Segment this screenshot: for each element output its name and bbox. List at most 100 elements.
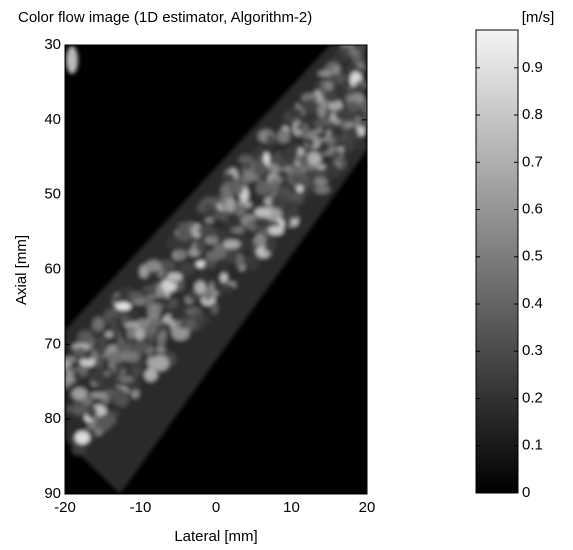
flow-blob — [108, 316, 117, 333]
chart-title: Color flow image (1D estimator, Algorith… — [18, 9, 312, 26]
flow-blob — [211, 302, 218, 315]
flow-blob — [186, 317, 197, 331]
flow-blob — [125, 341, 133, 354]
y-axis-label: Axial [mm] — [13, 235, 30, 305]
y-tick-label: 70 — [44, 335, 61, 352]
flow-blob — [290, 165, 305, 175]
flow-blob — [214, 243, 227, 260]
flow-blob — [357, 45, 362, 46]
flow-blob — [176, 227, 193, 242]
y-tick-label: 50 — [44, 186, 61, 203]
flow-blob — [277, 129, 291, 144]
colorbar-tick-label: 0.8 — [522, 106, 543, 123]
flow-blob — [151, 355, 169, 371]
x-tick-label: -10 — [130, 499, 152, 516]
flow-blob — [167, 272, 183, 281]
flow-blob — [250, 243, 257, 254]
flow-blob — [148, 318, 163, 328]
flow-blob — [257, 145, 264, 154]
flow-blob — [171, 326, 190, 341]
flow-blob — [71, 387, 88, 401]
flow-blob — [66, 46, 78, 74]
flow-image — [65, 45, 382, 494]
flow-blob — [119, 375, 134, 383]
flow-blob — [169, 312, 186, 322]
flow-blob — [291, 191, 303, 200]
flow-blob — [315, 131, 328, 140]
flow-blob — [359, 99, 367, 115]
flow-blob — [310, 168, 327, 178]
flow-blob — [99, 413, 116, 427]
flow-blob — [111, 371, 121, 378]
flow-blob — [206, 202, 213, 215]
flow-blob — [145, 325, 158, 336]
flow-blob — [107, 351, 123, 364]
flow-blob — [124, 350, 140, 363]
flow-blob — [116, 337, 127, 354]
flow-blob — [194, 310, 203, 320]
colorbar-tick-label: 0.3 — [522, 342, 543, 359]
flow-blob — [342, 147, 352, 162]
flow-blob — [302, 99, 319, 114]
flow-blob — [149, 302, 159, 317]
flow-blob — [177, 222, 195, 229]
colorbar-tick-label: 0.9 — [522, 59, 543, 76]
flow-blob — [242, 173, 259, 182]
flow-blob — [113, 393, 125, 404]
y-tick-label: 80 — [44, 410, 61, 427]
flow-blob — [90, 370, 105, 384]
flow-blob — [159, 259, 176, 271]
flow-blob — [367, 118, 382, 129]
colorbar-tick-label: 0 — [522, 484, 530, 501]
flow-blob — [254, 207, 273, 218]
x-tick-label: 0 — [212, 499, 220, 516]
flow-blob — [280, 118, 288, 126]
flow-blob — [341, 140, 352, 151]
flow-blob — [243, 254, 260, 271]
y-tick-label: 30 — [44, 36, 61, 53]
flow-blob — [79, 357, 98, 367]
flow-blob — [175, 249, 187, 261]
flow-blob — [352, 45, 367, 51]
flow-blob — [234, 203, 246, 217]
flow-blob — [218, 259, 230, 271]
flow-blob — [234, 236, 251, 252]
flow-blob — [301, 180, 317, 189]
flow-blob — [234, 183, 244, 195]
flow-blob — [144, 368, 158, 382]
flow-blob — [314, 119, 327, 127]
flow-blob — [145, 260, 162, 272]
flow-blob — [126, 310, 141, 317]
flow-blob — [270, 194, 288, 209]
flow-blob — [187, 290, 200, 301]
flow-blob — [127, 325, 135, 340]
flow-blob — [314, 185, 330, 194]
flow-blob — [260, 226, 271, 237]
flow-blob — [155, 346, 166, 354]
flow-blob — [92, 317, 105, 332]
y-tick-label: 40 — [44, 111, 61, 128]
flow-blob — [127, 291, 144, 300]
x-axis-label: Lateral [mm] — [174, 528, 257, 545]
flow-blob — [313, 177, 328, 186]
flow-blob — [255, 233, 265, 241]
flow-blob — [225, 197, 236, 213]
flow-blob — [120, 314, 128, 326]
flow-blob — [238, 154, 254, 164]
flow-blob — [115, 302, 132, 311]
flow-blob — [266, 133, 274, 148]
flow-blob — [179, 262, 197, 274]
flow-blob — [332, 65, 341, 75]
flow-blob — [93, 340, 101, 350]
flow-blob — [301, 122, 309, 137]
flow-blob — [119, 289, 129, 300]
flow-blob — [74, 431, 90, 445]
flow-blob — [222, 173, 235, 183]
flow-blob — [89, 392, 107, 399]
flow-blob — [65, 405, 75, 413]
flow-blob — [160, 329, 167, 342]
flow-blob — [73, 346, 87, 357]
flow-blob — [81, 397, 93, 406]
flow-blob — [215, 229, 228, 245]
